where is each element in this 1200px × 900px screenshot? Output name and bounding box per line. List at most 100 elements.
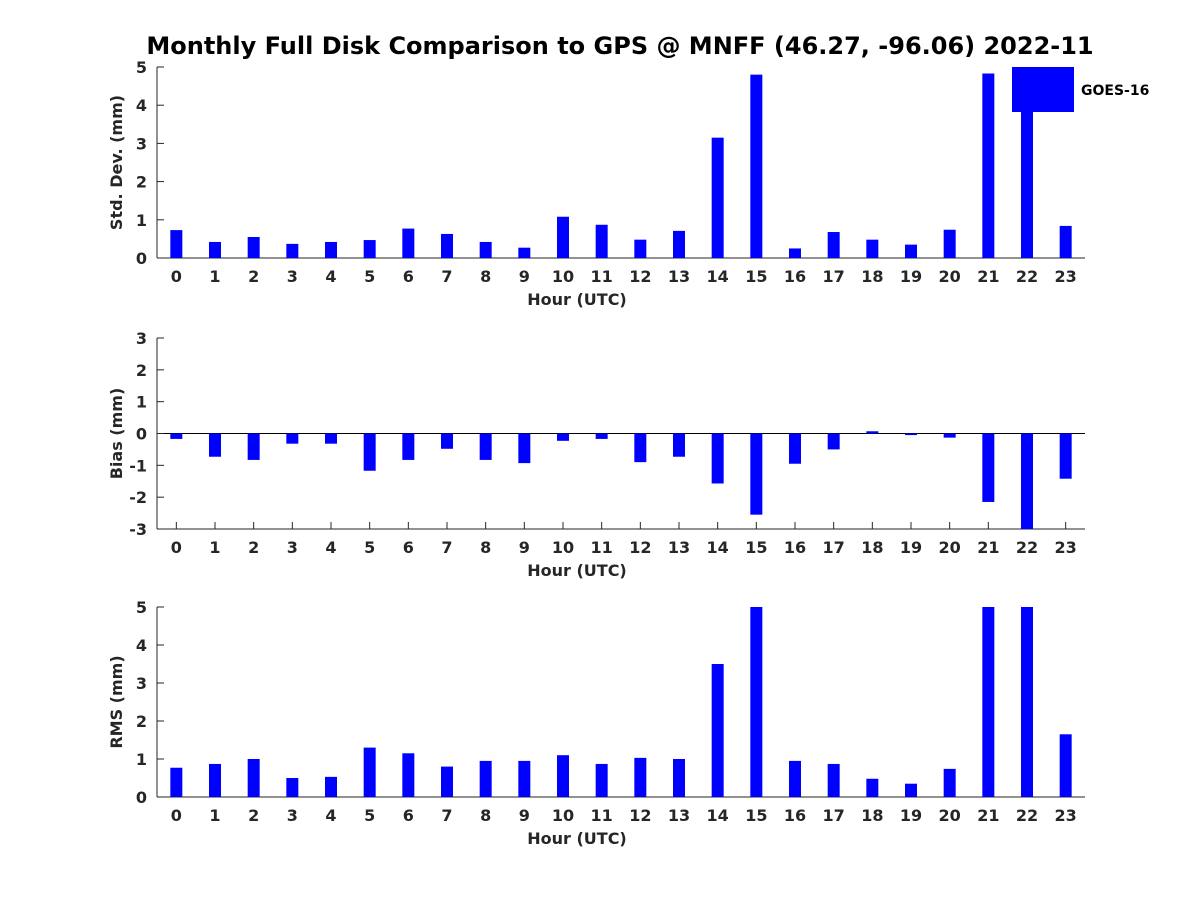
x-tick-label: 23	[1055, 538, 1077, 557]
bar-hour-11	[595, 763, 608, 797]
bar-hour-9	[518, 433, 531, 464]
x-tick-label: 5	[364, 806, 375, 825]
bar-hour-21	[982, 73, 995, 258]
y-tick-label: 1	[136, 750, 147, 769]
y-tick-label: -2	[129, 488, 147, 507]
bar-hour-4	[325, 433, 337, 444]
bar-hour-2	[247, 759, 260, 797]
y-tick-label: 0	[136, 425, 147, 444]
x-tick-label: 5	[364, 538, 375, 557]
bar-hour-16	[789, 248, 801, 258]
y-tick-label: 0	[136, 788, 147, 807]
legend-label: GOES-16	[1081, 83, 1149, 99]
bar-hour-21	[982, 607, 995, 797]
bar-hour-8	[479, 760, 492, 797]
bar-hour-6	[402, 228, 415, 258]
x-tick-label: 4	[325, 806, 336, 825]
bar-hour-12	[634, 757, 647, 797]
y-axis-label: Bias (mm)	[107, 388, 126, 480]
bar-hour-15	[750, 74, 763, 258]
bar-hour-7	[441, 433, 453, 449]
bar-hour-7	[441, 766, 453, 797]
y-tick-label: 4	[136, 96, 147, 115]
x-tick-label: 9	[519, 806, 530, 825]
bar-hour-21	[982, 433, 995, 502]
bar-hour-11	[595, 433, 608, 439]
bar-hour-0	[170, 433, 183, 439]
bar-hour-20	[943, 433, 956, 438]
x-tick-label: 18	[861, 806, 883, 825]
x-tick-label: 7	[441, 806, 452, 825]
bar-hour-19	[905, 783, 917, 797]
x-tick-label: 8	[480, 267, 491, 286]
y-tick-label: 3	[136, 674, 147, 693]
x-tick-label: 21	[977, 267, 999, 286]
bar-hour-22	[1021, 91, 1033, 258]
x-tick-label: 14	[707, 806, 729, 825]
x-tick-label: 12	[629, 267, 651, 286]
bar-hour-23	[1059, 433, 1072, 479]
x-tick-label: 6	[403, 267, 414, 286]
x-tick-label: 10	[552, 538, 574, 557]
x-tick-label: 0	[171, 538, 182, 557]
bar-hour-19	[905, 433, 917, 436]
bar-hour-17	[827, 433, 840, 450]
x-axis-label: Hour (UTC)	[527, 561, 627, 580]
y-tick-label: 5	[136, 58, 147, 77]
bar-hour-20	[943, 768, 956, 797]
x-tick-label: 17	[823, 267, 845, 286]
y-tick-label: 2	[136, 173, 147, 192]
x-tick-label: 7	[441, 538, 452, 557]
x-tick-label: 7	[441, 267, 452, 286]
x-tick-label: 20	[939, 267, 961, 286]
x-tick-label: 10	[552, 806, 574, 825]
x-tick-label: 17	[823, 806, 845, 825]
x-tick-label: 1	[209, 806, 220, 825]
x-tick-label: 9	[519, 267, 530, 286]
bar-hour-1	[209, 763, 221, 797]
x-tick-label: 17	[823, 538, 845, 557]
x-tick-label: 19	[900, 806, 922, 825]
y-tick-label: 3	[136, 329, 147, 348]
x-tick-label: 21	[977, 806, 999, 825]
bar-hour-11	[595, 224, 608, 258]
x-tick-label: 18	[861, 538, 883, 557]
bar-hour-4	[325, 776, 337, 797]
y-axis-label: Std. Dev. (mm)	[107, 95, 126, 230]
y-tick-label: 1	[136, 393, 147, 412]
bar-hour-4	[325, 241, 337, 258]
bar-hour-10	[557, 755, 569, 797]
x-tick-label: 3	[287, 538, 298, 557]
x-tick-label: 15	[745, 267, 767, 286]
x-tick-label: 14	[707, 538, 729, 557]
x-tick-label: 16	[784, 806, 806, 825]
x-tick-label: 20	[939, 806, 961, 825]
bar-hour-18	[866, 239, 879, 258]
x-tick-label: 1	[209, 267, 220, 286]
x-tick-label: 2	[248, 267, 259, 286]
x-tick-label: 14	[707, 267, 729, 286]
bar-hour-13	[673, 759, 685, 797]
x-tick-label: 5	[364, 267, 375, 286]
bar-hour-18	[866, 431, 879, 434]
x-tick-label: 4	[325, 267, 336, 286]
bar-hour-14	[711, 137, 724, 258]
legend-swatch	[1012, 67, 1074, 112]
x-tick-label: 2	[248, 538, 259, 557]
x-tick-label: 22	[1016, 538, 1038, 557]
x-tick-label: 2	[248, 806, 259, 825]
y-axis-label: RMS (mm)	[107, 655, 126, 748]
x-axis-label: Hour (UTC)	[527, 290, 627, 309]
bar-hour-16	[789, 433, 801, 464]
y-tick-label: 5	[136, 598, 147, 617]
bar-hour-19	[905, 244, 917, 258]
x-tick-label: 19	[900, 267, 922, 286]
bar-hour-9	[518, 760, 531, 797]
y-tick-label: -3	[129, 520, 147, 539]
x-tick-label: 11	[591, 806, 613, 825]
x-tick-label: 8	[480, 806, 491, 825]
x-tick-label: 4	[325, 538, 336, 557]
x-tick-label: 19	[900, 538, 922, 557]
